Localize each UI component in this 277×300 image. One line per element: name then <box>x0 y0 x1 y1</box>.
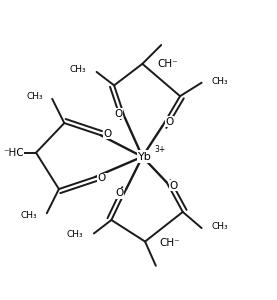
Text: CH₃: CH₃ <box>66 230 83 239</box>
Text: O: O <box>115 188 124 198</box>
Text: CH₃: CH₃ <box>211 222 228 231</box>
Text: 3+: 3+ <box>154 146 165 154</box>
Text: O: O <box>169 181 178 190</box>
Text: Yb: Yb <box>138 152 152 162</box>
Text: CH₃: CH₃ <box>69 65 86 74</box>
Text: O: O <box>98 173 106 183</box>
Text: CH₃: CH₃ <box>211 77 228 86</box>
Text: O: O <box>114 109 122 119</box>
Text: ⁻HC: ⁻HC <box>3 148 24 158</box>
Text: O: O <box>165 117 173 127</box>
Text: CH⁻: CH⁻ <box>157 59 178 69</box>
Text: O: O <box>103 129 112 139</box>
Text: CH₃: CH₃ <box>21 212 37 220</box>
Text: CH₃: CH₃ <box>26 92 43 100</box>
Text: CH⁻: CH⁻ <box>160 238 181 248</box>
